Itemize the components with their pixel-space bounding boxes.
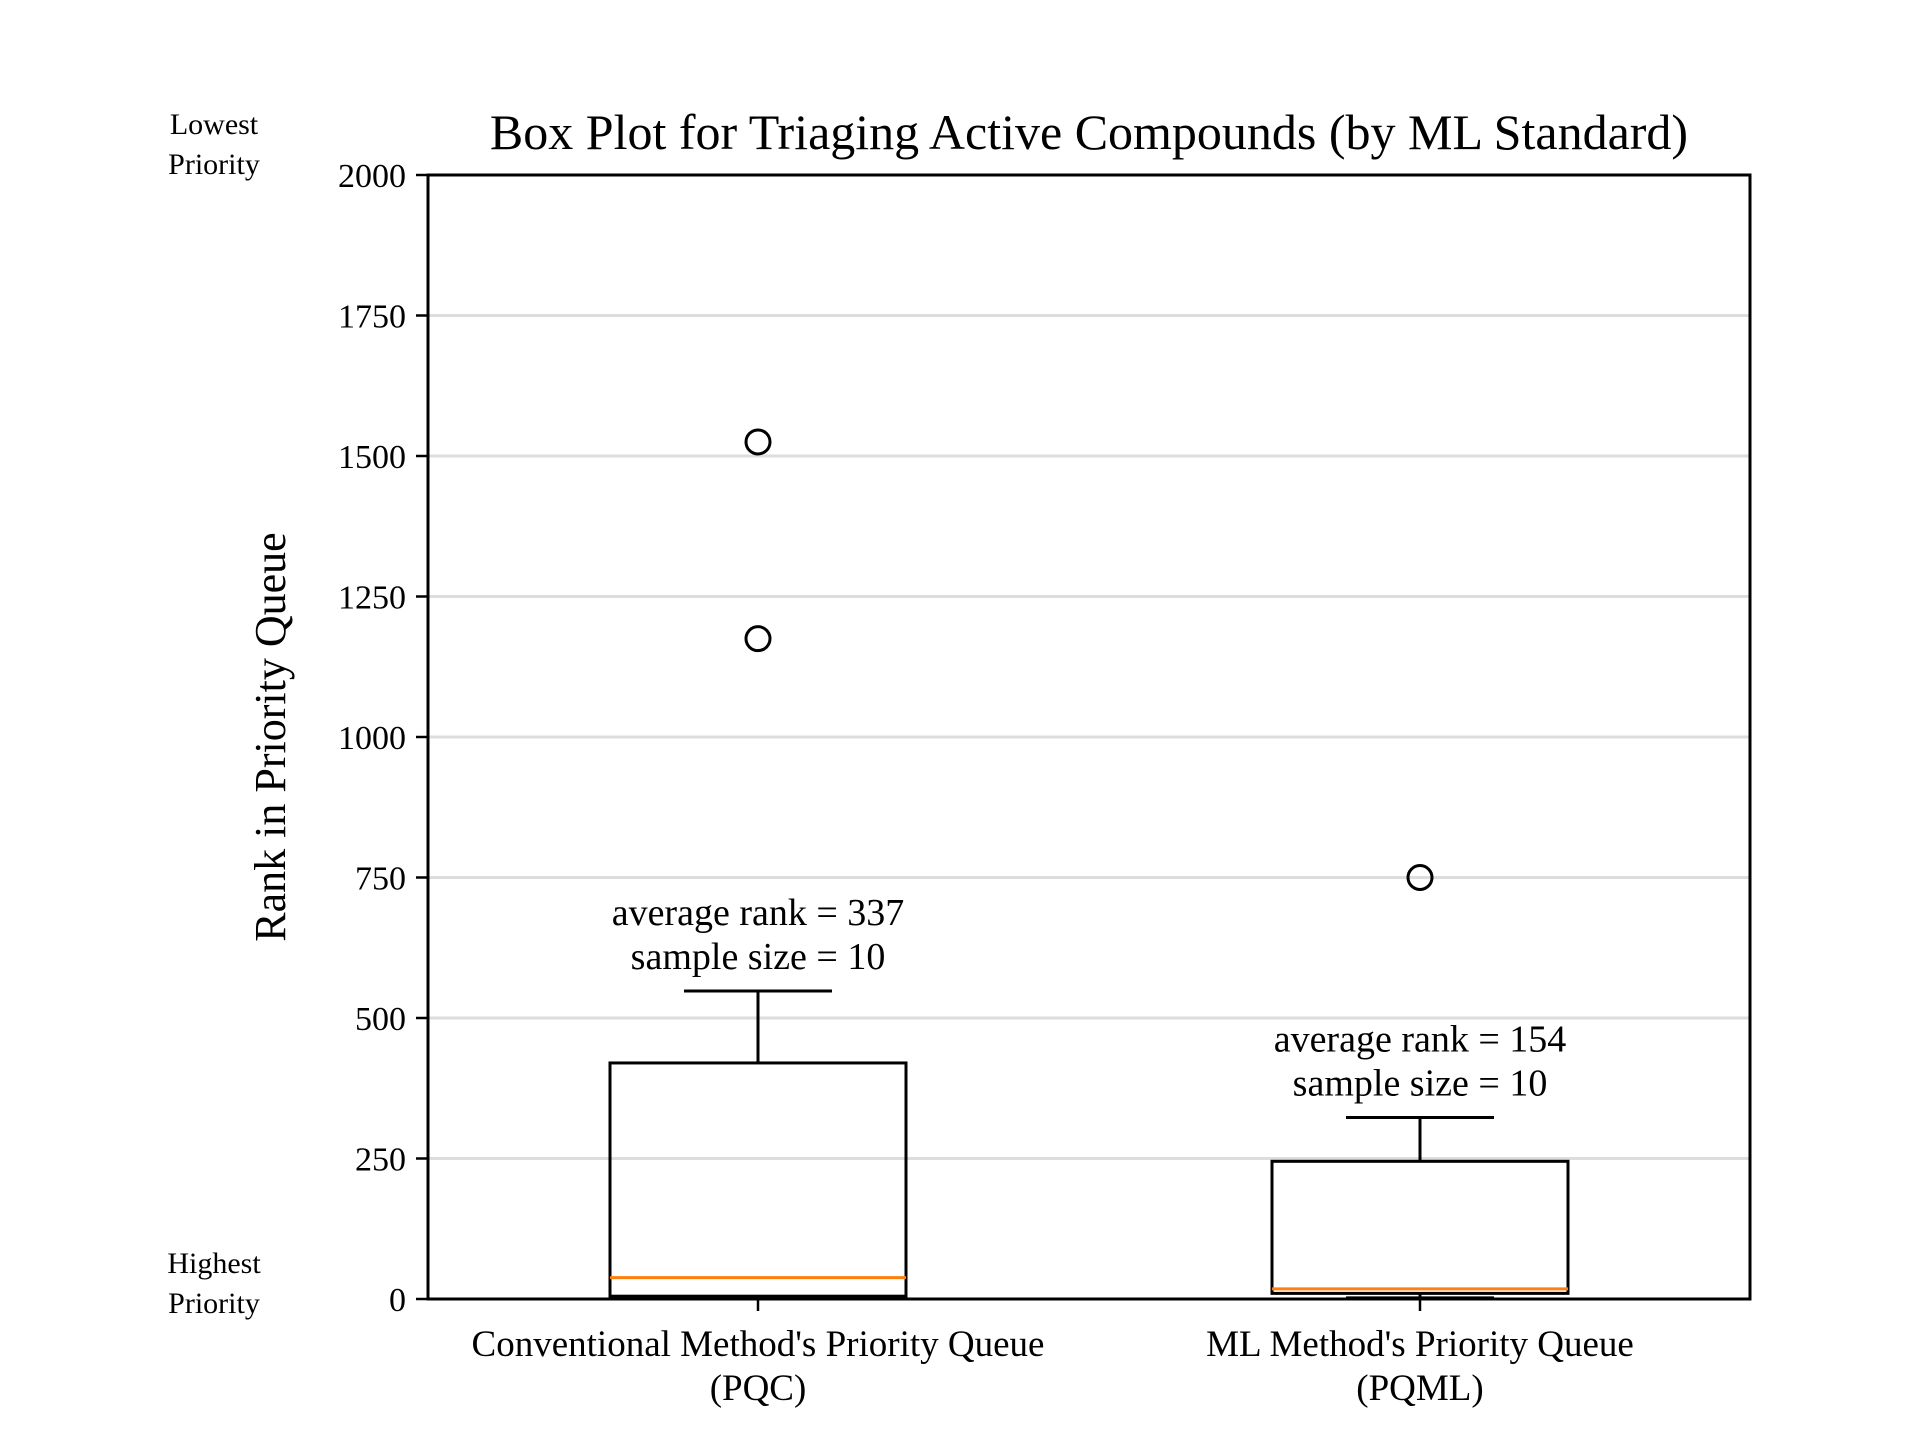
x-tick-label-line-1: Conventional Method's Priority Queue [472, 1324, 1045, 1365]
x-tick-label-line-1: ML Method's Priority Queue [1206, 1324, 1634, 1365]
bottom-note-line-2: Priority [168, 1287, 260, 1320]
outlier-point [744, 428, 772, 456]
iqr-box [608, 1061, 908, 1298]
y-tick-label: 1250 [338, 580, 406, 617]
annotation-sample-size: sample size = 10 [631, 936, 886, 978]
iqr-box [1270, 1159, 1570, 1295]
y-tick-label: 750 [355, 861, 406, 898]
annotation-average-rank: average rank = 154 [1274, 1018, 1567, 1060]
y-tick-label: 0 [389, 1282, 406, 1319]
annotation-average-rank: average rank = 337 [612, 892, 905, 934]
bottom-note-line-1: Highest [167, 1247, 261, 1280]
y-tick-label: 250 [355, 1142, 406, 1179]
y-axis: 0 250 500 750 1000 1250 1500 1750 2000 [338, 158, 428, 1319]
y-tick-label: 2000 [338, 158, 406, 195]
annotation-sample-size: sample size = 10 [1293, 1062, 1548, 1104]
y-axis-label: Rank in Priority Queue [246, 532, 295, 941]
y-tick-label: 1500 [338, 439, 406, 476]
chart-title: Box Plot for Triaging Active Compounds (… [490, 104, 1688, 160]
y-tick-label: 500 [355, 1001, 406, 1038]
x-axis: Conventional Method's Priority Queue(PQC… [472, 1299, 1634, 1409]
x-tick-label-line-2: (PQML) [1356, 1368, 1483, 1409]
top-note-line-2: Priority [168, 148, 260, 181]
outlier-point [1406, 864, 1434, 891]
y-tick-label: 1750 [338, 299, 406, 336]
grid-lines [428, 314, 1750, 1160]
outlier-point [744, 625, 772, 653]
y-tick-label: 1000 [338, 720, 406, 757]
top-note-line-1: Lowest [170, 108, 259, 141]
x-tick-label-line-2: (PQC) [710, 1368, 807, 1409]
